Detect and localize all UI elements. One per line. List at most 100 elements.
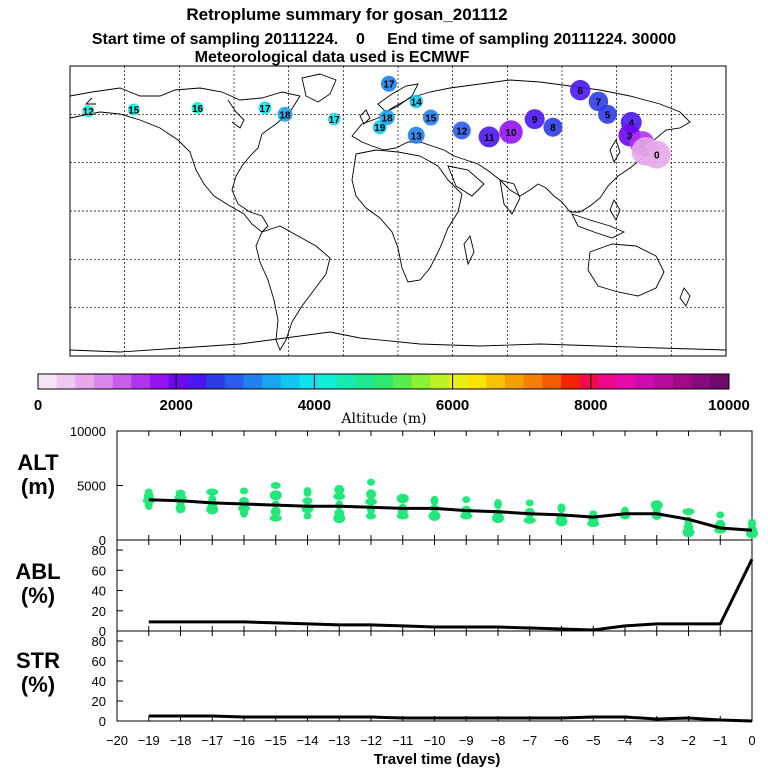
- plume-marker-label: 19: [374, 123, 386, 134]
- plume-marker: [191, 101, 204, 114]
- mean-altitude-line: [148, 498, 753, 532]
- altitude-point: [206, 504, 219, 515]
- x-tick-label: −11: [392, 733, 413, 748]
- plume-marker-label: 17: [329, 115, 341, 126]
- x-tick-label: −4: [618, 733, 633, 748]
- altitude-point: [366, 512, 376, 520]
- altitude-point: [716, 511, 725, 519]
- coast-africa: [351, 149, 463, 283]
- plume-marker: [642, 140, 671, 169]
- altitude-point: [365, 498, 377, 506]
- panel-label: (%): [21, 672, 55, 697]
- plume-marker-label: 4: [628, 118, 634, 129]
- altitude-point: [270, 506, 281, 517]
- plume-marker: [379, 109, 395, 126]
- plume-marker: [499, 120, 523, 144]
- coast-madagascar: [463, 234, 475, 266]
- y-tick-label: 0: [99, 624, 106, 639]
- x-axis-label: Travel time (days): [374, 751, 501, 768]
- altitude-point: [269, 490, 282, 501]
- colorbar-axis-label: Altitude (m): [340, 411, 426, 427]
- x-tick-label: −14: [296, 733, 318, 748]
- plume-marker: [543, 117, 563, 137]
- panel-label: (m): [21, 474, 55, 499]
- panel-label: ABL: [15, 559, 60, 584]
- plume-marker: [452, 121, 471, 140]
- altitude-point: [334, 484, 345, 495]
- abl-line: [148, 558, 754, 632]
- colorbar-cell: [168, 374, 188, 389]
- met-data-line: Meteorological data used is ECMWF: [195, 49, 470, 66]
- plume-marker: [478, 126, 500, 148]
- str-line: [148, 714, 753, 723]
- colorbar-cell: [38, 374, 58, 389]
- colorbar-cell: [635, 374, 655, 389]
- plume-marker-label: 7: [596, 97, 602, 108]
- altitude-point: [367, 478, 375, 486]
- plume-marker-label: 18: [382, 114, 394, 125]
- altitude-colorbar: 0 2000 4000 6000 8000 10000 Altitude (m): [34, 373, 750, 427]
- colorbar-cell: [654, 374, 674, 389]
- plume-marker: [524, 109, 545, 130]
- plume-marker: [277, 106, 293, 122]
- coast-japan: [609, 138, 621, 164]
- coast-new-zealand: [679, 287, 691, 307]
- x-tick-label: −6: [554, 733, 569, 748]
- plume-marker: [258, 101, 272, 115]
- plume-marker: [598, 104, 618, 124]
- colorbar-cell: [411, 374, 431, 389]
- colorbar-cell: [280, 374, 300, 389]
- y-tick-label: 40: [92, 674, 106, 689]
- plume-marker: [127, 103, 140, 116]
- x-tick-label: −13: [328, 733, 350, 748]
- world-map: 1215161718171918171415131211109876543210: [69, 65, 727, 357]
- coast-antarctica: [69, 331, 727, 353]
- colorbar-cell: [355, 374, 375, 389]
- altitude-point: [303, 512, 312, 520]
- colorbar-cell: [616, 374, 637, 389]
- altitude-points: [142, 478, 758, 539]
- coast-arabia: [447, 165, 485, 197]
- plume-marker-label: 15: [425, 114, 437, 125]
- y-tick-label: 20: [92, 604, 106, 619]
- colorbar-cell: [299, 374, 319, 389]
- colorbar-cell: [672, 374, 693, 389]
- y-tick-label: 80: [92, 543, 106, 558]
- plume-marker-label: 0: [654, 151, 660, 162]
- sampling-time-line: Start time of sampling 20111224. 0 End t…: [92, 31, 676, 48]
- altitude-point: [555, 516, 568, 527]
- altitude-point: [460, 512, 473, 520]
- coast-indonesia: [571, 213, 626, 239]
- coast-north-america: [69, 87, 301, 233]
- altitude-point: [333, 492, 346, 500]
- x-tick-label: −15: [265, 733, 287, 748]
- colorbar-cell: [374, 374, 394, 389]
- altitude-point: [462, 496, 471, 504]
- altitude-point: [587, 520, 600, 528]
- colorbar-cell: [504, 374, 524, 389]
- plume-marker-label: 13: [411, 131, 423, 142]
- plume-marker: [327, 112, 341, 126]
- panel-label: ALT: [17, 450, 59, 475]
- panel-3: STR(%) 80 60 40 20 0: [16, 630, 753, 729]
- colorbar-tick-label: 2000: [160, 397, 193, 414]
- coast-greenland: [301, 73, 337, 103]
- altitude-point: [682, 508, 695, 516]
- colorbar-cell: [206, 374, 226, 389]
- colorbar-tick-label: 4000: [298, 397, 331, 414]
- plume-marker: [82, 105, 95, 118]
- panel-label: STR: [16, 648, 60, 673]
- y-tick-label: 10000: [70, 424, 106, 439]
- plume-marker-label: 8: [550, 123, 556, 134]
- panel-label: (%): [21, 583, 55, 608]
- colorbar-tick-label: 0: [34, 397, 42, 414]
- colorbar-cell: [467, 374, 487, 389]
- altitude-point: [206, 488, 219, 496]
- colorbar-cell: [262, 374, 282, 389]
- altitude-point: [430, 495, 439, 506]
- coast-eurasia: [351, 79, 691, 213]
- colorbar-cell: [131, 374, 151, 389]
- plume-marker-label: 12: [456, 126, 468, 137]
- coast-india: [499, 179, 521, 215]
- coast-australia: [587, 243, 665, 297]
